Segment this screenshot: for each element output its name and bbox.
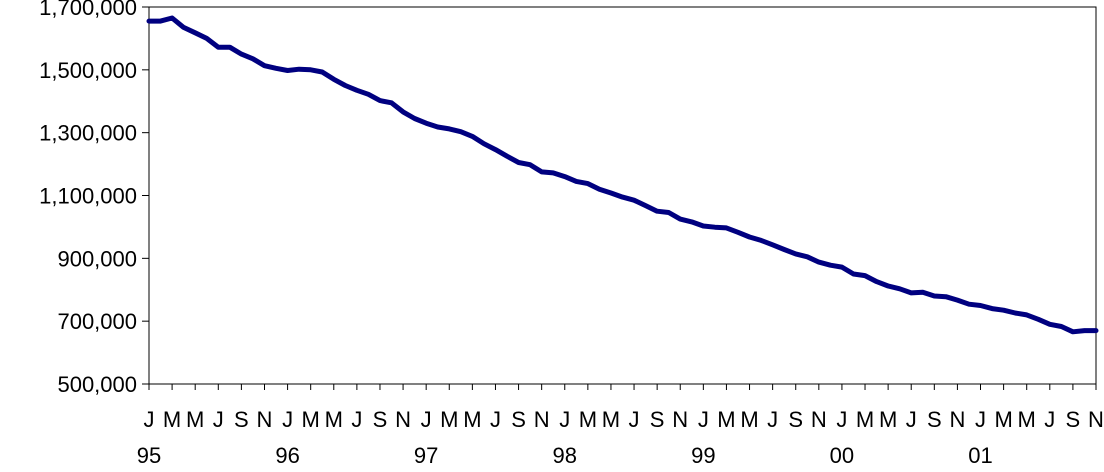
x-month-label: S — [373, 407, 388, 432]
y-tick-label: 700,000 — [57, 309, 137, 334]
x-year-label: 95 — [137, 443, 161, 468]
x-year-label: 97 — [414, 443, 438, 468]
x-month-label: J — [144, 407, 155, 432]
x-month-label: S — [788, 407, 803, 432]
x-month-label: M — [740, 407, 758, 432]
x-month-label: N — [257, 407, 273, 432]
x-month-label: J — [559, 407, 570, 432]
series-group — [146, 15, 1099, 335]
x-month-label: N — [949, 407, 965, 432]
x-month-label: J — [213, 407, 224, 432]
x-month-label: M — [302, 407, 320, 432]
y-tick-label: 1,700,000 — [39, 0, 137, 20]
x-month-label: N — [395, 407, 411, 432]
x-month-label: M — [186, 407, 204, 432]
x-month-label: N — [534, 407, 550, 432]
x-month-label: J — [1044, 407, 1055, 432]
x-year-label: 99 — [691, 443, 715, 468]
x-month-label: S — [650, 407, 665, 432]
x-month-label: J — [698, 407, 709, 432]
y-tick-label: 1,100,000 — [39, 184, 137, 209]
x-month-label: N — [811, 407, 827, 432]
x-month-label: J — [836, 407, 847, 432]
x-month-label: M — [994, 407, 1012, 432]
x-month-label: M — [1018, 407, 1036, 432]
x-year-label: 96 — [275, 443, 299, 468]
x-month-label: M — [463, 407, 481, 432]
x-month-label: J — [490, 407, 501, 432]
x-month-label: S — [1066, 407, 1081, 432]
y-axis: 500,000 700,000 900,000 1,100,000 1,300,000 1… — [39, 0, 149, 397]
x-month-label: J — [282, 407, 293, 432]
y-tick-label: 900,000 — [57, 246, 137, 271]
x-month-label: S — [234, 407, 249, 432]
x-month-label: J — [906, 407, 917, 432]
x-year-label: 01 — [968, 443, 992, 468]
x-month-label: N — [672, 407, 688, 432]
x-month-label: M — [163, 407, 181, 432]
x-month-label: J — [351, 407, 362, 432]
x-month-label: J — [421, 407, 432, 432]
y-tick-label: 1,300,000 — [39, 121, 137, 146]
x-month-label: M — [856, 407, 874, 432]
x-month-label: M — [440, 407, 458, 432]
x-month-label: S — [511, 407, 526, 432]
y-tick-label: 500,000 — [57, 372, 137, 397]
x-month-label: M — [579, 407, 597, 432]
x-month-label: M — [602, 407, 620, 432]
x-month-label: J — [629, 407, 640, 432]
x-month-label: M — [325, 407, 343, 432]
x-year-label: 00 — [830, 443, 854, 468]
x-month-label: J — [975, 407, 986, 432]
x-year-label: 98 — [553, 443, 577, 468]
series-line — [146, 15, 1099, 335]
x-month-label: S — [927, 407, 942, 432]
x-month-label: N — [1088, 407, 1104, 432]
y-tick-label: 1,500,000 — [39, 58, 137, 83]
x-month-label: M — [879, 407, 897, 432]
x-month-label: M — [717, 407, 735, 432]
x-month-label: J — [767, 407, 778, 432]
